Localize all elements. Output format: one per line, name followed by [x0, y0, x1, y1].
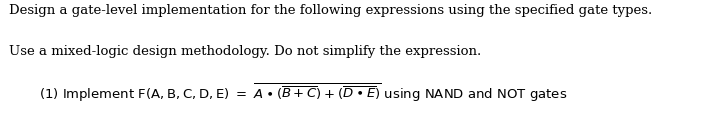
- Text: Use a mixed-logic design methodology. Do not simplify the expression.: Use a mixed-logic design methodology. Do…: [9, 45, 481, 58]
- Text: $\mathrm{(1)\ Implement\ F(A,B,C,D,E)\ =\ }\overline{A\bullet(\overline{B+C})+(\: $\mathrm{(1)\ Implement\ F(A,B,C,D,E)\ =…: [39, 81, 567, 104]
- Text: Design a gate-level implementation for the following expressions using the speci: Design a gate-level implementation for t…: [9, 4, 652, 17]
